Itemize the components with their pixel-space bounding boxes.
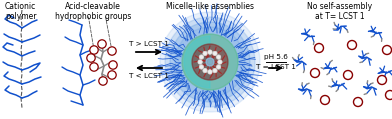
Circle shape — [90, 63, 98, 71]
Circle shape — [99, 77, 107, 85]
Circle shape — [314, 44, 323, 52]
Circle shape — [203, 68, 207, 73]
Circle shape — [216, 55, 221, 59]
Circle shape — [385, 91, 392, 99]
Circle shape — [310, 69, 319, 77]
Circle shape — [87, 54, 95, 62]
Circle shape — [109, 61, 117, 69]
Circle shape — [213, 68, 217, 73]
Circle shape — [175, 27, 245, 97]
Circle shape — [170, 22, 250, 102]
Text: Acid-cleavable
hydrophobic groups: Acid-cleavable hydrophobic groups — [55, 2, 131, 21]
Circle shape — [160, 12, 260, 112]
Circle shape — [165, 17, 255, 107]
Circle shape — [192, 44, 228, 80]
Circle shape — [182, 34, 238, 90]
Circle shape — [321, 96, 330, 104]
Text: T > LCST 1: T > LCST 1 — [129, 41, 169, 47]
Circle shape — [377, 75, 387, 84]
Circle shape — [218, 60, 222, 64]
Circle shape — [198, 60, 202, 64]
Circle shape — [90, 46, 98, 54]
Circle shape — [343, 70, 352, 79]
Text: T = LCST 1: T = LCST 1 — [256, 64, 296, 70]
Circle shape — [199, 55, 203, 59]
Circle shape — [108, 71, 116, 79]
Circle shape — [216, 65, 221, 69]
Circle shape — [199, 65, 203, 69]
Circle shape — [208, 70, 212, 74]
Text: No self-assembly
at T= LCST 1: No self-assembly at T= LCST 1 — [307, 2, 372, 21]
Circle shape — [354, 97, 363, 107]
Wedge shape — [184, 36, 210, 88]
Circle shape — [347, 40, 356, 50]
Circle shape — [213, 51, 217, 56]
Circle shape — [208, 50, 212, 54]
Text: Micelle-like assemblies: Micelle-like assemblies — [166, 2, 254, 11]
Text: T < LCST 1: T < LCST 1 — [129, 73, 169, 79]
Circle shape — [203, 51, 207, 56]
Circle shape — [383, 45, 392, 55]
Text: pH 5.6: pH 5.6 — [264, 54, 288, 60]
Circle shape — [108, 47, 116, 55]
Circle shape — [206, 58, 214, 66]
Circle shape — [98, 40, 106, 48]
Text: Cationic
polymer: Cationic polymer — [5, 2, 36, 21]
